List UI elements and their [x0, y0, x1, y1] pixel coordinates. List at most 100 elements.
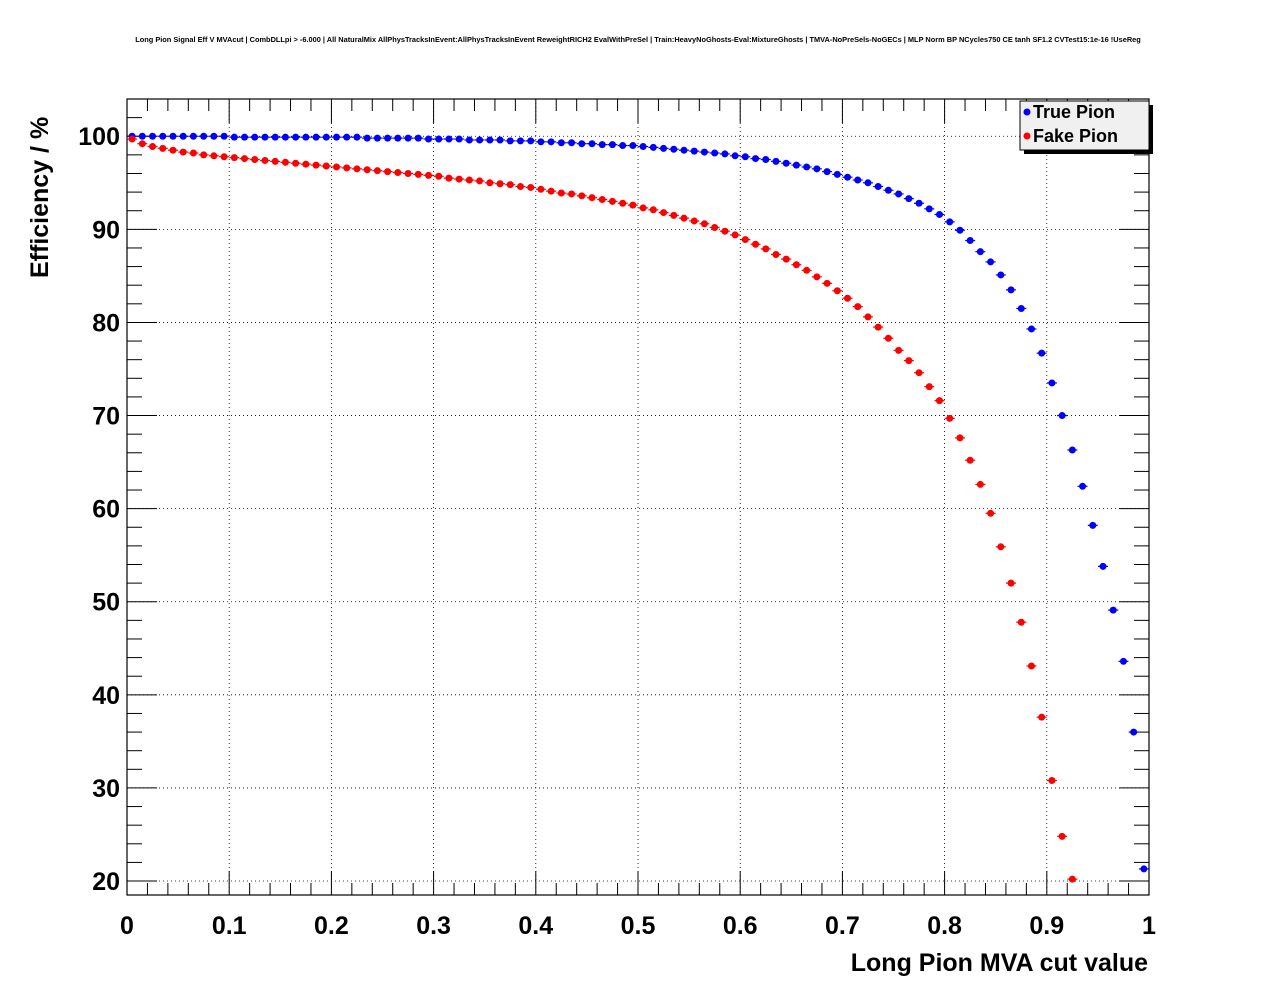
data-point-true-pion [608, 141, 616, 149]
data-point-true-pion [568, 139, 576, 147]
data-point-fake-pion [281, 158, 289, 166]
y-axis-title: Efficiency / % [26, 117, 54, 278]
data-point-fake-pion [670, 211, 678, 219]
data-point-fake-pion [864, 313, 872, 321]
data-point-fake-pion [343, 164, 351, 172]
data-point-true-pion [925, 205, 933, 213]
data-point-true-pion [343, 133, 351, 141]
data-point-fake-pion [925, 383, 933, 391]
data-point-fake-pion [772, 250, 780, 258]
data-point-fake-pion [435, 172, 443, 180]
data-point-true-pion [864, 179, 872, 187]
data-point-true-pion [189, 132, 197, 140]
data-point-true-pion [322, 133, 330, 141]
x-tick-label: 1 [1142, 912, 1156, 940]
data-point-true-pion [159, 132, 167, 140]
data-point-true-pion [1048, 379, 1056, 387]
data-point-true-pion [251, 133, 259, 141]
data-point-fake-pion [568, 190, 576, 198]
data-point-true-pion [414, 134, 422, 142]
data-point-true-pion [476, 136, 484, 144]
data-point-fake-pion [731, 231, 739, 239]
data-point-fake-pion [976, 480, 984, 488]
data-point-fake-pion [220, 153, 228, 161]
data-point-fake-pion [711, 223, 719, 231]
data-point-true-pion [884, 186, 892, 194]
data-point-fake-pion [230, 154, 238, 162]
data-point-true-pion [516, 137, 524, 145]
data-point-fake-pion [915, 369, 923, 377]
data-point-true-pion [762, 156, 770, 164]
data-point-true-pion [547, 138, 555, 146]
data-point-fake-pion [752, 240, 760, 248]
data-point-true-pion [966, 237, 974, 245]
data-point-true-pion [844, 173, 852, 181]
data-point-fake-pion [128, 135, 136, 143]
data-point-true-pion [271, 133, 279, 141]
data-point-true-pion [813, 165, 821, 173]
data-point-true-pion [1130, 728, 1138, 736]
data-point-true-pion [363, 134, 371, 142]
data-point-fake-pion [782, 255, 790, 263]
data-point-true-pion [987, 258, 995, 266]
data-point-true-pion [1109, 606, 1117, 614]
data-point-fake-pion [537, 185, 545, 193]
data-point-fake-pion [261, 156, 269, 164]
data-point-true-pion [557, 139, 565, 147]
data-point-fake-pion [373, 167, 381, 175]
data-point-true-pion [976, 248, 984, 256]
x-tick-label: 0.1 [212, 912, 247, 940]
x-axis-title: Long Pion MVA cut value [851, 949, 1148, 977]
data-point-true-pion [639, 142, 647, 150]
data-point-true-pion [261, 133, 269, 141]
data-point-true-pion [394, 134, 402, 142]
data-point-true-pion [435, 135, 443, 143]
data-point-true-pion [690, 147, 698, 155]
data-point-fake-pion [598, 196, 606, 204]
data-point-true-pion [312, 133, 320, 141]
data-point-fake-pion [404, 169, 412, 177]
data-point-true-pion [629, 142, 637, 150]
data-point-true-pion [281, 133, 289, 141]
data-point-fake-pion [956, 434, 964, 442]
data-point-true-pion [1079, 482, 1087, 490]
data-point-true-pion [670, 145, 678, 153]
y-tick-label: 50 [92, 589, 120, 617]
data-point-true-pion [935, 210, 943, 218]
data-point-fake-pion [465, 176, 473, 184]
data-point-fake-pion [680, 214, 688, 222]
data-point-true-pion [782, 159, 790, 167]
data-point-fake-pion [803, 266, 811, 274]
data-point-fake-pion [1017, 618, 1025, 626]
data-point-true-pion [424, 135, 432, 143]
data-point-fake-pion [394, 169, 402, 177]
x-tick-label: 0.2 [314, 912, 349, 940]
data-point-fake-pion [445, 174, 453, 182]
data-point-fake-pion [588, 194, 596, 202]
data-point-fake-pion [700, 220, 708, 228]
data-point-fake-pion [179, 148, 187, 156]
data-point-fake-pion [721, 227, 729, 235]
data-point-true-pion [1099, 562, 1107, 570]
data-point-fake-pion [844, 294, 852, 302]
data-point-true-pion [854, 176, 862, 184]
data-point-fake-pion [741, 236, 749, 244]
data-point-fake-pion [557, 189, 565, 197]
data-point-true-pion [373, 134, 381, 142]
data-point-true-pion [905, 195, 913, 203]
data-point-fake-pion [987, 509, 995, 517]
data-point-true-pion [537, 138, 545, 146]
data-point-true-pion [1140, 865, 1148, 873]
data-point-fake-pion [946, 414, 954, 422]
y-tick-label: 100 [78, 123, 120, 151]
data-point-fake-pion [1027, 662, 1035, 670]
data-point-true-pion [1058, 412, 1066, 420]
data-point-true-pion [302, 133, 310, 141]
data-point-true-pion [149, 132, 157, 140]
x-tick-label: 0.8 [927, 912, 962, 940]
data-point-fake-pion [312, 161, 320, 169]
x-tick-label: 0.3 [416, 912, 451, 940]
data-point-fake-pion [660, 209, 668, 217]
data-point-fake-pion [271, 157, 279, 165]
